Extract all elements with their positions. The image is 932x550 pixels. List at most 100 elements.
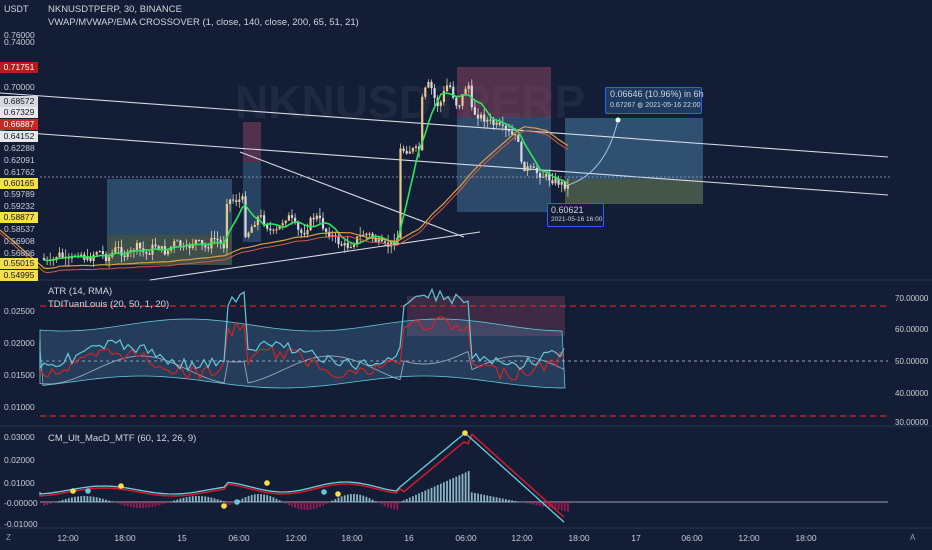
candle-body: [346, 243, 349, 248]
macd-histogram-bar: [331, 500, 334, 502]
candle-body: [213, 237, 216, 239]
macd-histogram-bar: [102, 498, 104, 502]
macd-histogram-bar: [105, 499, 107, 502]
candle-body: [55, 256, 58, 259]
macd-histogram-bar: [452, 478, 455, 502]
auto-scale-icon[interactable]: A: [910, 533, 916, 542]
macd-histogram-bar: [52, 502, 55, 504]
candle-body: [139, 242, 142, 249]
macd-line: [39, 433, 565, 523]
macd-histogram-bar: [396, 502, 399, 510]
candle-body: [269, 228, 272, 231]
candle-body: [256, 216, 259, 226]
macd-histogram-bar: [173, 500, 176, 502]
watermark-text: NKNUSDTPERP: [235, 76, 585, 128]
candle-body: [380, 239, 383, 242]
macd-histogram-bar: [343, 495, 346, 502]
macd-histogram-bar: [334, 499, 337, 502]
entry-tooltip: [547, 203, 604, 227]
candle-body: [95, 252, 98, 255]
macd-histogram-bar: [219, 500, 222, 502]
candle-body: [356, 236, 359, 245]
candle-body: [272, 229, 275, 231]
position-loss-box: [565, 179, 703, 204]
price-tag: 0.60165: [0, 178, 38, 189]
candle-body: [504, 125, 507, 130]
macd-title[interactable]: CM_Ult_MacD_MTF (60, 12, 26, 9): [48, 433, 197, 444]
vwap-line: [43, 92, 569, 262]
macd-histogram-bar: [114, 502, 117, 503]
price-tick: 0.70000: [4, 82, 35, 92]
time-label: 16: [404, 533, 414, 543]
measure-main-text: 0.06646 (10.96%) in 6h: [610, 89, 704, 99]
candle-body: [253, 225, 256, 227]
macd-histogram-bar: [257, 494, 259, 502]
indicator-title[interactable]: VWAP/MVWAP/EMA CROSSOVER (1, close, 140,…: [48, 17, 359, 28]
candle-body: [120, 247, 123, 256]
macd-histogram-bar: [377, 502, 380, 503]
candle-body: [529, 166, 532, 168]
macd-histogram-bar: [250, 494, 253, 502]
candle-body: [480, 114, 483, 119]
macd-histogram-bar: [46, 502, 48, 506]
macd-histogram-bar: [501, 498, 504, 502]
macd-histogram-bar: [312, 502, 315, 510]
macd-histogram-bar: [436, 485, 439, 502]
candle-body: [173, 241, 176, 247]
macd-histogram-bar: [253, 494, 256, 502]
candle-body: [194, 239, 197, 244]
price-tag: 0.58877: [0, 212, 38, 223]
macd-histogram-bar: [275, 498, 278, 502]
time-label: 12:00: [511, 533, 533, 543]
forecast-line: [564, 119, 619, 187]
macd-histogram-bar: [222, 501, 225, 502]
candle-body: [275, 229, 278, 231]
macd-histogram-bar: [309, 502, 312, 510]
tdi-title[interactable]: TDITuanLouis (20, 50, 1, 20): [48, 299, 170, 310]
macd-histogram-bar: [61, 500, 64, 502]
candle-body: [306, 230, 309, 235]
tdi-rsi-line: [39, 287, 565, 372]
candle-body: [191, 243, 194, 248]
macd-histogram-bar: [408, 497, 411, 502]
candle-body: [101, 251, 104, 255]
forecast-point: [615, 117, 621, 123]
atr-title[interactable]: ATR (14, RMA): [48, 286, 113, 297]
candle-body: [554, 178, 557, 184]
trend-line: [149, 231, 481, 281]
macd-histogram-bar: [346, 494, 349, 502]
macd-histogram-bar: [356, 494, 358, 502]
candle-body: [383, 241, 387, 243]
macd-histogram-bar: [498, 497, 501, 502]
symbol-title[interactable]: NKNUSDTPERP, 30, BINANCE: [48, 4, 182, 15]
macd-histogram-bar: [77, 496, 79, 502]
time-label: 06:00: [681, 533, 703, 543]
macd-histogram-bar: [71, 497, 73, 502]
position-profit-box: [107, 179, 232, 235]
ema-line: [0, 130, 569, 274]
price-tick: 0.76000: [4, 30, 35, 40]
macd-histogram-bar: [160, 502, 163, 505]
macd-histogram-bar: [195, 496, 197, 502]
macd-histogram-bar: [443, 482, 445, 502]
macd-histogram-bar: [511, 500, 513, 502]
macd-histogram-bar: [322, 502, 324, 506]
tdi-tick: 40.00000: [895, 389, 929, 398]
macd-histogram-bar: [136, 502, 138, 508]
macd-histogram-bar: [353, 494, 355, 502]
candle-body: [424, 87, 427, 97]
macd-histogram-bar: [529, 502, 532, 505]
price-tick: 0.62288: [4, 143, 35, 153]
macd-histogram-bar: [449, 479, 451, 502]
macd-histogram-bar: [560, 502, 563, 511]
macd-histogram-bar: [505, 499, 507, 502]
position-profit-box: [243, 162, 261, 242]
macd-histogram-bar: [427, 489, 430, 502]
macd-histogram-bar: [86, 496, 89, 502]
zoom-icon[interactable]: Z: [6, 533, 11, 542]
candle-body: [452, 86, 455, 98]
tdi-tick: 50.00000: [895, 357, 929, 366]
candle-body: [117, 247, 120, 249]
macd-histogram-bar: [303, 502, 306, 510]
